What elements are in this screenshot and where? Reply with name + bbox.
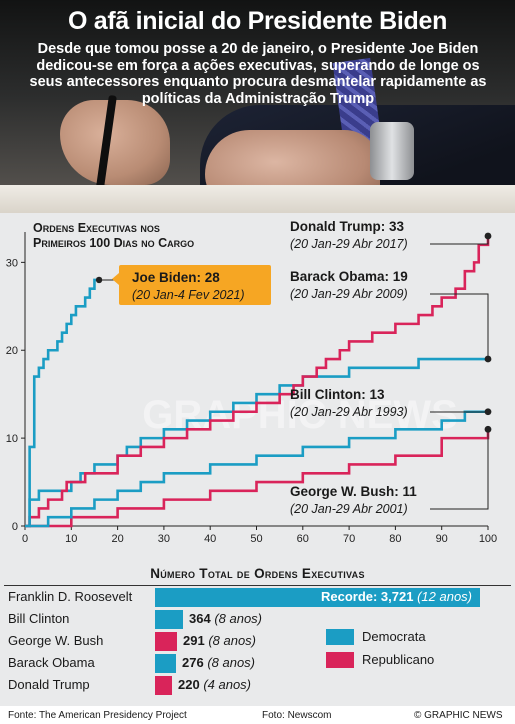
totals-value-label: 291 (8 anos) bbox=[183, 633, 257, 648]
series-dates-joe-biden: (20 Jan-4 Fev 2021) bbox=[132, 288, 245, 302]
series-label-george-w-bush: George W. Bush: 11 bbox=[290, 484, 417, 499]
photo-paper bbox=[0, 185, 515, 213]
series-end-marker-joe-biden bbox=[95, 276, 103, 284]
footer: Fonte: The American Presidency Project F… bbox=[0, 706, 515, 724]
line-chart-title-line: Ordens Executivas nos bbox=[33, 221, 160, 235]
totals-row-president: Barack Obama bbox=[8, 655, 95, 670]
legend-republican: Republicano bbox=[326, 651, 506, 669]
totals-divider bbox=[4, 585, 511, 586]
photo-left-hand bbox=[60, 100, 170, 185]
x-tick-label: 20 bbox=[111, 533, 123, 545]
x-tick-label: 90 bbox=[436, 533, 448, 545]
line-chart-panel: GRAPHIC NEWS 0 10 20 30 40 50 60 70 80 90 100 0 10 20 3… bbox=[0, 213, 515, 558]
callout-box-joe-biden bbox=[119, 265, 271, 305]
photo-watch bbox=[370, 122, 414, 180]
callout-pointer-joe-biden bbox=[112, 273, 119, 285]
totals-row: Franklin D. Roosevelt Recorde: 3,721 (12 … bbox=[0, 588, 515, 608]
hero-photo-header: O afã inicial do Presidente Biden Desde … bbox=[0, 0, 515, 213]
series-line-george-w-bush bbox=[25, 429, 490, 528]
totals-row-president: Franklin D. Roosevelt bbox=[8, 589, 133, 604]
series-line-bill-clinton bbox=[25, 410, 488, 528]
totals-value-label: 220 (4 anos) bbox=[178, 677, 252, 692]
totals-bar bbox=[155, 654, 176, 673]
x-tick-label: 40 bbox=[204, 533, 216, 545]
series-dates-donald-trump: (20 Jan-29 Abr 2017) bbox=[290, 237, 408, 251]
totals-panel: Número Total de Ordens Executivas Frankl… bbox=[0, 558, 515, 706]
x-tick-label: 100 bbox=[479, 533, 497, 545]
footer-source: Fonte: The American Presidency Project bbox=[8, 710, 187, 721]
footer-photo-credit: Foto: Newscom bbox=[262, 710, 332, 721]
series-line-donald-trump bbox=[25, 236, 490, 528]
totals-bar bbox=[155, 632, 177, 651]
legend-democrat-swatch bbox=[326, 629, 354, 645]
totals-title: Número Total de Ordens Executivas bbox=[150, 566, 365, 581]
series-label-joe-biden: Joe Biden: 28 bbox=[132, 270, 220, 285]
y-tick-label: 0 bbox=[12, 521, 18, 533]
page-title: O afã inicial do Presidente Biden bbox=[67, 7, 448, 35]
page-subtitle: Desde que tomou posse a 20 de janeiro, o… bbox=[29, 41, 487, 107]
x-tick-label: 30 bbox=[158, 533, 170, 545]
series-dates-bill-clinton: (20 Jan-29 Abr 1993) bbox=[290, 405, 408, 419]
x-tick-label: 10 bbox=[65, 533, 77, 545]
totals-value-label: 364 (8 anos) bbox=[189, 611, 263, 626]
x-tick-label: 80 bbox=[389, 533, 401, 545]
totals-bar bbox=[155, 676, 172, 695]
series-line-joe-biden bbox=[25, 278, 100, 528]
line-chart-title-line: Primeiros 100 Dias no Cargo bbox=[33, 236, 194, 250]
y-tick-label: 10 bbox=[6, 433, 18, 445]
x-tick-label: 70 bbox=[343, 533, 355, 545]
totals-row: Donald Trump 220 (4 anos) bbox=[0, 676, 515, 696]
totals-bar: Recorde: 3,721 (12 anos) bbox=[155, 588, 480, 607]
callout-leader-barack-obama bbox=[430, 293, 489, 360]
series-dates-barack-obama: (20 Jan-29 Abr 2009) bbox=[290, 287, 408, 301]
legend-republican-label: Republicano bbox=[362, 652, 435, 667]
totals-row: George W. Bush 291 (8 anos) bbox=[0, 632, 515, 652]
totals-row: Bill Clinton 364 (8 anos) bbox=[0, 610, 515, 630]
legend-republican-swatch bbox=[326, 652, 354, 668]
legend-democrat: Democrata bbox=[326, 628, 506, 646]
series-label-barack-obama: Barack Obama: 19 bbox=[290, 269, 408, 284]
series-dates-george-w-bush: (20 Jan-29 Abr 2001) bbox=[290, 502, 408, 516]
callout-leader-donald-trump bbox=[430, 236, 489, 245]
callout-leader-george-w-bush bbox=[430, 429, 489, 510]
legend-democrat-label: Democrata bbox=[362, 629, 426, 644]
footer-brand: © GRAPHIC NEWS bbox=[414, 710, 503, 721]
totals-value-label: 276 (8 anos) bbox=[182, 655, 256, 670]
totals-row-president: George W. Bush bbox=[8, 633, 104, 648]
totals-row-president: Donald Trump bbox=[8, 677, 90, 692]
totals-row-president: Bill Clinton bbox=[8, 611, 70, 626]
x-tick-label: 60 bbox=[297, 533, 309, 545]
x-tick-label: 0 bbox=[22, 533, 28, 545]
totals-value-label: Recorde: 3,721 (12 anos) bbox=[320, 589, 472, 604]
y-tick-label: 30 bbox=[6, 257, 18, 269]
x-tick-label: 50 bbox=[250, 533, 262, 545]
series-label-bill-clinton: Bill Clinton: 13 bbox=[290, 387, 385, 402]
y-tick-label: 20 bbox=[6, 345, 18, 357]
totals-row: Barack Obama 276 (8 anos) bbox=[0, 654, 515, 674]
series-label-donald-trump: Donald Trump: 33 bbox=[290, 219, 405, 234]
totals-bar bbox=[155, 610, 183, 629]
